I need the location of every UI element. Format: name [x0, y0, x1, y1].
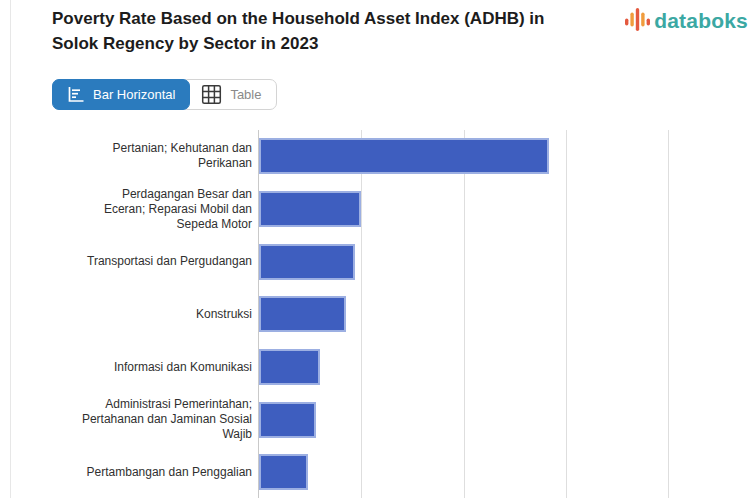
category-label: Perdagangan Besar dan Eceran; Reparasi M… — [0, 183, 258, 236]
bar-track — [258, 341, 753, 394]
databoks-pulse-bars-icon — [623, 6, 653, 36]
category-label: Transportasi dan Pergudangan — [0, 235, 258, 288]
databoks-logo[interactable]: databoks — [623, 6, 748, 36]
bar[interactable] — [259, 402, 316, 438]
bar-track — [258, 446, 753, 498]
page-title: Poverty Rate Based on the Household Asse… — [52, 6, 544, 56]
bar-horizontal-label: Bar Horizontal — [93, 87, 175, 102]
bar-track — [258, 235, 753, 288]
page-title-line2: Solok Regency by Sector in 2023 — [52, 31, 544, 56]
bar-track — [258, 288, 753, 341]
bar-row: Pertambangan dan Penggalian — [0, 446, 753, 498]
bar[interactable] — [259, 244, 355, 280]
table-label: Table — [230, 87, 261, 102]
bar-row: Konstruksi — [0, 288, 753, 341]
bar-horizontal-icon — [67, 86, 85, 103]
page-title-line1: Poverty Rate Based on the Household Asse… — [52, 6, 544, 31]
category-label: Konstruksi — [0, 288, 258, 341]
table-view-button[interactable]: Table — [181, 79, 277, 110]
bar[interactable] — [259, 138, 549, 174]
bar-track — [258, 183, 753, 236]
table-grid-icon — [201, 84, 222, 105]
category-label: Pertambangan dan Penggalian — [0, 446, 258, 498]
bar-track — [258, 393, 753, 446]
bar[interactable] — [259, 296, 346, 332]
bar[interactable] — [259, 349, 320, 385]
bar-horizontal-view-button[interactable]: Bar Horizontal — [52, 79, 190, 110]
bar-track — [258, 130, 753, 183]
bar-row: Pertanian; Kehutanan dan Perikanan — [0, 130, 753, 183]
databoks-chart-widget: Poverty Rate Based on the Household Asse… — [0, 0, 753, 498]
databoks-logo-text: databoks — [654, 9, 748, 33]
bar-row: Transportasi dan Pergudangan — [0, 235, 753, 288]
category-label: Pertanian; Kehutanan dan Perikanan — [0, 130, 258, 183]
category-label: Administrasi Pemerintahan; Pertahanan da… — [0, 393, 258, 446]
view-toggle-group: Bar Horizontal Table — [52, 79, 277, 110]
bar-row: Administrasi Pemerintahan; Pertahanan da… — [0, 393, 753, 446]
category-label: Informasi dan Komunikasi — [0, 341, 258, 394]
bar[interactable] — [259, 454, 308, 490]
horizontal-bar-chart: Pertanian; Kehutanan dan PerikananPerdag… — [0, 130, 753, 498]
bar-row: Informasi dan Komunikasi — [0, 341, 753, 394]
chart-rows: Pertanian; Kehutanan dan PerikananPerdag… — [0, 130, 753, 498]
bar[interactable] — [259, 191, 361, 227]
bar-row: Perdagangan Besar dan Eceran; Reparasi M… — [0, 183, 753, 236]
